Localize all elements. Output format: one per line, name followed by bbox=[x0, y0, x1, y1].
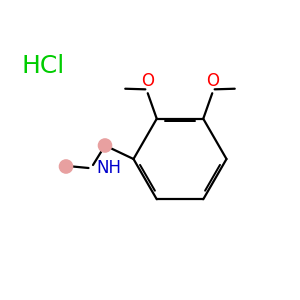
Text: HCl: HCl bbox=[21, 54, 64, 78]
Circle shape bbox=[98, 139, 112, 152]
Circle shape bbox=[59, 160, 73, 173]
Text: O: O bbox=[206, 72, 219, 90]
Text: NH: NH bbox=[96, 159, 121, 177]
Text: O: O bbox=[141, 72, 154, 90]
